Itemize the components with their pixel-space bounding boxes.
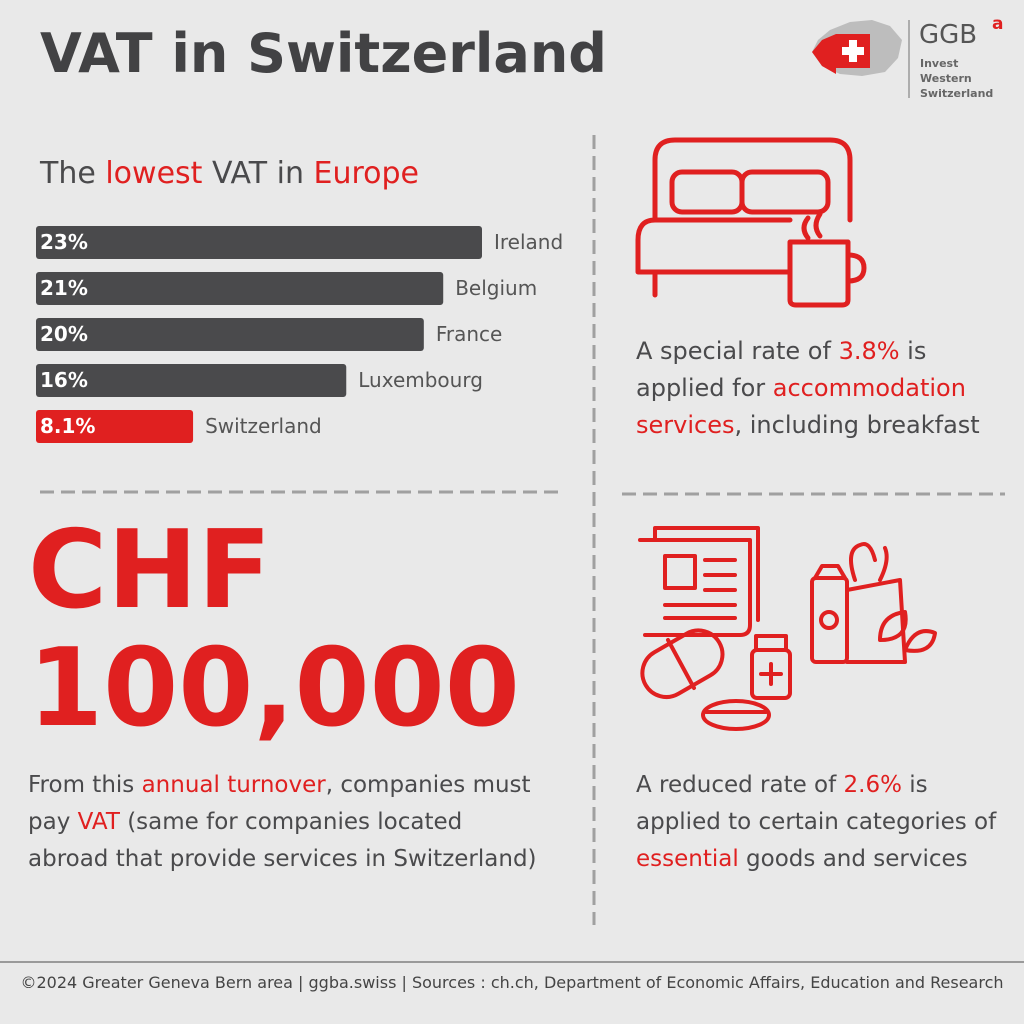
threshold-text: From this annual turnover, companies mus… bbox=[28, 767, 538, 878]
highlight: accommodation services bbox=[636, 374, 966, 439]
tagline-line: Invest bbox=[920, 57, 959, 70]
text-run: The bbox=[40, 156, 106, 191]
bar bbox=[36, 272, 444, 305]
bed-icon bbox=[635, 137, 867, 308]
highlight: VAT bbox=[77, 809, 120, 835]
accommodation-text: A special rate of 3.8% is applied for ac… bbox=[636, 333, 1016, 444]
category-label: Belgium bbox=[455, 276, 537, 300]
tagline-line: Switzerland bbox=[920, 87, 994, 100]
value-label: 23% bbox=[40, 230, 88, 254]
highlight: lowest bbox=[105, 156, 203, 191]
threshold-amount: 100,000 bbox=[28, 626, 520, 751]
logo-map bbox=[812, 20, 902, 76]
category-label: Ireland bbox=[494, 230, 563, 254]
text-run: From this bbox=[28, 772, 142, 798]
chart: 23% Ireland 21% Belgium 20% France 16% Luxembou… bbox=[36, 226, 563, 443]
highlight: 2.6% bbox=[843, 772, 902, 798]
text-run: is applied for bbox=[636, 337, 927, 402]
value-label: 20% bbox=[40, 322, 88, 346]
bar bbox=[36, 410, 194, 443]
category-label: France bbox=[436, 322, 503, 346]
text-run: A reduced rate of bbox=[636, 772, 844, 798]
text-run: VAT in bbox=[202, 156, 314, 191]
text-run: , including breakfast bbox=[734, 411, 980, 439]
threshold-currency: CHF bbox=[28, 508, 272, 633]
value-label: 8.1% bbox=[40, 414, 95, 438]
logo-tagline: Invest Western Switzerland bbox=[920, 56, 993, 101]
highlight: Europe bbox=[313, 156, 420, 191]
highlight: 3.8% bbox=[838, 337, 900, 365]
reduced-text: A reduced rate of 2.6% is applied to cer… bbox=[636, 767, 1016, 878]
text-run: A special rate of bbox=[636, 337, 839, 365]
category-label: Switzerland bbox=[205, 414, 322, 438]
text-run: is applied to certain categories of bbox=[636, 772, 997, 835]
bar bbox=[36, 318, 424, 351]
category-label: Luxembourg bbox=[358, 368, 483, 392]
tagline-line: Western bbox=[920, 72, 972, 85]
dividers bbox=[40, 135, 1005, 925]
value-label: 21% bbox=[40, 276, 88, 300]
highlight: essential bbox=[636, 846, 739, 872]
text-run: goods and services bbox=[738, 846, 968, 872]
highlight: annual turnover bbox=[141, 772, 326, 798]
text-run: , companies must pay bbox=[28, 772, 531, 835]
footer: ©2024 Greater Geneva Bern area | ggba.sw… bbox=[20, 973, 1004, 992]
title: VAT in Switzerland bbox=[40, 22, 607, 85]
bar bbox=[36, 226, 482, 259]
chart-title: The lowest VAT in Europe bbox=[40, 156, 419, 191]
value-label: 16% bbox=[40, 368, 88, 392]
text-run: (same for companies located abroad that … bbox=[28, 809, 537, 872]
logo-superscript: a bbox=[992, 14, 1004, 34]
bar bbox=[36, 364, 347, 397]
logo-name: GGB bbox=[919, 20, 978, 50]
essentials-icon bbox=[638, 526, 937, 731]
